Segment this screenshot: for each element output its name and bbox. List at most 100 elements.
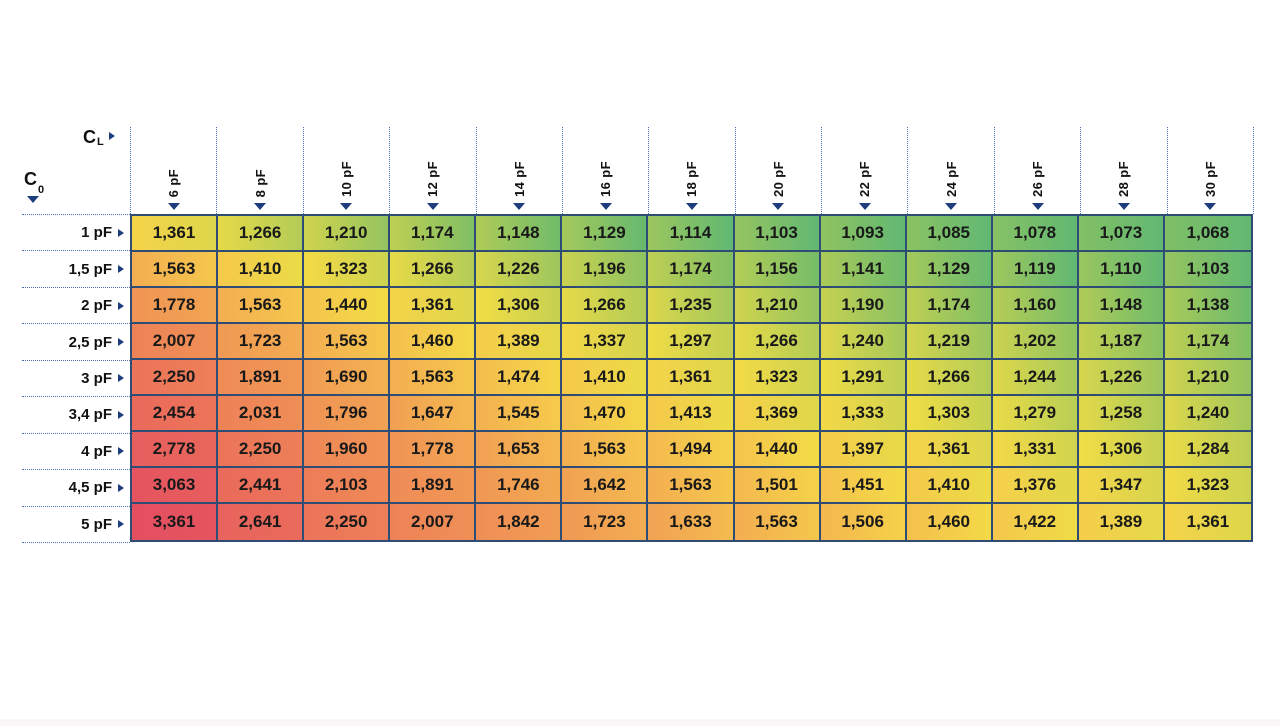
heatmap-cell: 1,093	[820, 216, 907, 252]
heatmap-cell: 2,103	[304, 468, 391, 504]
heatmap-cell: 1,210	[734, 288, 821, 324]
heatmap-cell: 1,306	[1078, 432, 1165, 468]
heatmap-cell-value: 1,196	[583, 259, 626, 278]
heatmap-cell: 2,778	[132, 432, 219, 468]
heatmap-cell-value: 1,361	[669, 367, 712, 386]
heatmap-cell-value: 1,210	[755, 295, 798, 314]
heatmap-cell-value: 1,690	[324, 367, 368, 386]
heatmap-cell-value: 1,642	[583, 475, 626, 494]
heatmap-cell-value: 1,563	[583, 439, 626, 458]
heatmap-cell-value: 1,297	[669, 331, 712, 350]
heatmap-cell-value: 1,266	[583, 295, 626, 314]
heatmap-cell: 1,119	[992, 252, 1079, 288]
heatmap-cell: 1,653	[476, 432, 563, 468]
heatmap-cell: 1,723	[562, 504, 649, 540]
column-header: 20 pF	[734, 127, 821, 214]
heatmap-cell: 1,563	[390, 360, 477, 396]
row-axis-subscript: 0	[38, 184, 45, 196]
heatmap-cell-value: 1,891	[410, 475, 454, 494]
heatmap-cell: 1,361	[390, 288, 477, 324]
heatmap-cell-value: 1,778	[410, 439, 454, 458]
heatmap-cell-value: 1,323	[324, 259, 368, 278]
heatmap-cell-value: 1,284	[1186, 439, 1230, 458]
column-arrow-down-icon	[254, 203, 267, 210]
heatmap-cell: 1,563	[562, 432, 649, 468]
heatmap-cell: 1,068	[1164, 216, 1251, 252]
heatmap-cell: 2,250	[218, 432, 305, 468]
heatmap-cell: 1,244	[992, 360, 1079, 396]
heatmap-cell: 1,361	[1164, 504, 1251, 540]
heatmap-cell: 1,460	[906, 504, 993, 540]
heatmap-cell-value: 1,148	[497, 223, 540, 242]
column-header-label: 20 pF	[770, 161, 786, 197]
heatmap-cell: 1,266	[906, 360, 993, 396]
heatmap-cell-value: 1,723	[238, 331, 282, 350]
heatmap-cell-value: 1,440	[755, 439, 798, 458]
heatmap-cell-value: 1,174	[669, 259, 712, 278]
heatmap-cell-value: 1,389	[497, 331, 540, 350]
row-arrow-right-icon	[118, 410, 124, 419]
heatmap-cell: 1,258	[1078, 396, 1165, 432]
heatmap-cell: 1,506	[820, 504, 907, 540]
row-arrow-right-icon	[118, 228, 124, 237]
heatmap-cell: 1,389	[1078, 504, 1165, 540]
heatmap-cell-value: 1,410	[583, 367, 626, 386]
heatmap-cell-value: 2,103	[324, 475, 368, 494]
heatmap-cell: 1,563	[304, 324, 391, 360]
column-header: 26 pF	[993, 127, 1080, 214]
heatmap-cell: 1,451	[820, 468, 907, 504]
heatmap-cell: 3,063	[132, 468, 219, 504]
row-headers: 1 pF 1,5 pF 2 pF 2,5 pF 3 pF 3,4 pF 4 pF 4,5 pF…	[22, 214, 130, 543]
heatmap-cell: 1,376	[992, 468, 1079, 504]
heatmap-cell: 1,778	[390, 432, 477, 468]
heatmap-cell: 1,361	[648, 360, 735, 396]
heatmap-cell: 1,723	[218, 324, 305, 360]
heatmap-cell-value: 1,187	[1099, 331, 1143, 350]
heatmap-cell-value: 1,258	[1099, 403, 1143, 422]
heatmap-cell-value: 1,148	[1099, 295, 1143, 314]
heatmap-cell: 1,413	[648, 396, 735, 432]
heatmap-cell: 1,960	[304, 432, 391, 468]
heatmap-cell-value: 1,291	[841, 367, 884, 386]
heatmap-cell-value: 1,361	[410, 295, 454, 314]
heatmap-cell-value: 1,778	[152, 295, 196, 314]
column-arrow-down-icon	[599, 203, 612, 210]
column-arrow-down-icon	[858, 203, 871, 210]
heatmap-cell-value: 3,063	[152, 475, 196, 494]
column-arrow-down-icon	[685, 203, 698, 210]
heatmap-cell: 1,219	[906, 324, 993, 360]
heatmap-cell-value: 1,119	[1014, 259, 1056, 278]
heatmap-cell: 1,129	[562, 216, 649, 252]
heatmap-cell: 2,007	[132, 324, 219, 360]
heatmap-cell-value: 1,323	[755, 367, 798, 386]
heatmap-cell-value: 1,337	[583, 331, 626, 350]
column-header: 24 pF	[907, 127, 993, 214]
heatmap-cell: 2,250	[132, 360, 219, 396]
row-header-label: 1 pF	[81, 224, 112, 242]
heatmap-cell: 1,796	[304, 396, 391, 432]
heatmap-cell: 1,174	[390, 216, 477, 252]
heatmap-cell: 1,174	[906, 288, 993, 324]
column-header-label: 26 pF	[1030, 161, 1046, 197]
heatmap-cell: 1,187	[1078, 324, 1165, 360]
column-arrow-down-icon	[426, 203, 439, 210]
column-headers: 6 pF 8 pF 10 pF 12 pF 14 pF 16 pF 18 pF 20 pF 22…	[130, 127, 1254, 214]
heatmap-cell-value: 1,333	[841, 403, 884, 422]
row-header: 5 pF	[22, 505, 130, 542]
column-header: 22 pF	[821, 127, 907, 214]
heatmap-cell: 1,333	[820, 396, 907, 432]
column-header: 6 pF	[130, 127, 216, 214]
heatmap-cell-value: 1,451	[841, 475, 884, 494]
heatmap-cell-value: 1,563	[324, 331, 368, 350]
heatmap-cell-value: 1,369	[755, 403, 798, 422]
heatmap-cell-value: 1,563	[755, 512, 798, 531]
column-arrow-down-icon	[945, 203, 958, 210]
heatmap-cell: 1,266	[390, 252, 477, 288]
heatmap-cell-value: 1,361	[1186, 512, 1230, 531]
heatmap-cell-value: 1,219	[927, 331, 970, 350]
heatmap-cell-value: 3,361	[152, 512, 196, 531]
heatmap-cell-value: 1,156	[755, 259, 798, 278]
row-axis-symbol: C	[24, 169, 37, 189]
heatmap-cell: 1,690	[304, 360, 391, 396]
